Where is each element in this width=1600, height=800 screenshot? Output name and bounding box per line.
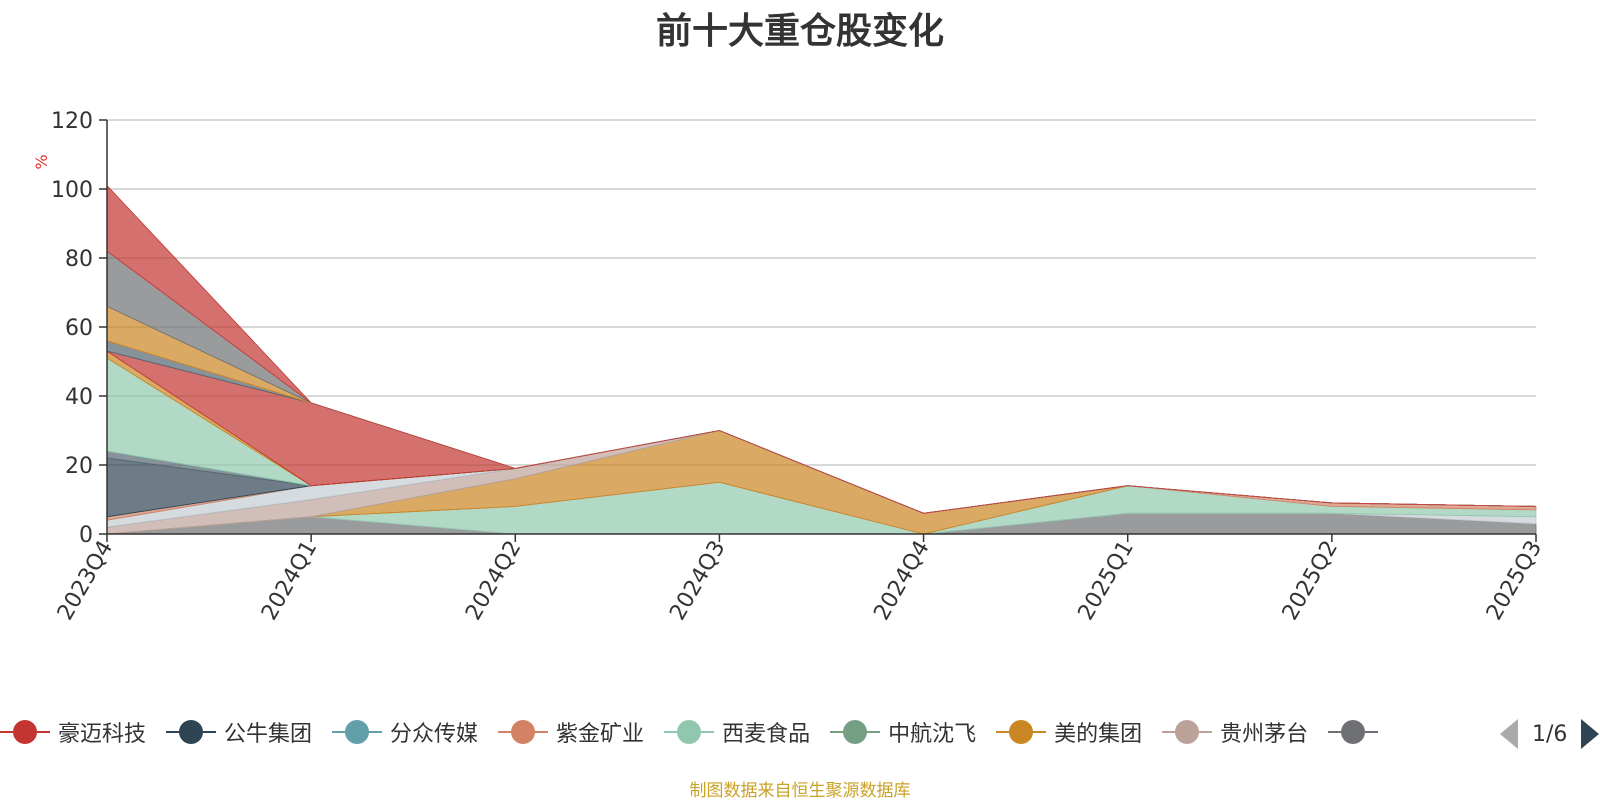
y-axis-unit-label: % [32,154,51,169]
y-tick-label: 60 [65,316,93,341]
legend-label: 中航沈飞 [888,722,977,747]
x-tick-label: 2025Q3 [1482,537,1547,625]
legend-item[interactable]: 紫金矿业 [498,712,644,752]
legend-page-indicator: 1/6 [1532,721,1568,747]
y-tick-label: 100 [51,178,93,203]
chart-canvas: 0 20 40 60 80 100 120% 2023Q4 2024Q1 2024Q2 2024Q3… [32,109,1547,625]
x-tick-label: 2024Q4 [869,537,934,625]
legend-prev-page-icon[interactable] [1500,719,1518,749]
y-tick-label: 20 [65,454,93,479]
legend-item[interactable]: 公牛集团 [166,712,312,752]
x-tick-label: 2025Q1 [1074,537,1139,625]
legend-marker-icon [0,717,50,747]
legend-item[interactable]: 分众传媒 [332,712,478,752]
legend-label: 贵州茅台 [1220,722,1309,747]
area-series-24[interactable] [106,184,1537,514]
data-source-note: 制图数据来自恒生聚源数据库 [689,781,911,800]
legend-marker-icon [830,717,881,747]
legend-marker-icon [1328,717,1379,747]
x-tick-label: 2024Q3 [665,537,730,625]
legend: 豪迈科技 公牛集团 分众传媒 紫金矿业 西麦食品 中航沈飞 美的集团 贵州茅台 [0,712,1600,752]
legend-item[interactable]: 美的集团 [996,712,1142,752]
x-tick-label: 2025Q2 [1278,537,1343,625]
legend-marker-icon [166,717,217,747]
y-tick-label: 40 [65,385,93,410]
legend-pager: 1/6 [1500,716,1600,752]
y-tick-label: 120 [51,109,93,134]
legend-item[interactable]: 豪迈科技 [0,712,146,752]
y-tick-label: 80 [65,247,93,272]
legend-marker-icon [996,717,1047,747]
legend-item[interactable]: 贵州茅台 [1162,712,1308,752]
chart-title: 前十大重仓股变化 [655,11,944,52]
legend-marker-icon [1162,717,1213,747]
legend-label: 豪迈科技 [58,722,147,747]
x-tick-label: 2024Q2 [461,537,526,625]
legend-label: 西麦食品 [722,722,811,747]
y-tick-label: 0 [79,523,93,548]
legend-item[interactable] [1328,712,1386,752]
legend-marker-icon [332,717,383,747]
legend-label: 紫金矿业 [556,722,645,747]
legend-label: 美的集团 [1054,722,1143,747]
legend-item[interactable]: 中航沈飞 [830,712,976,752]
legend-label: 分众传媒 [390,722,479,747]
legend-marker-icon [498,717,549,747]
legend-item[interactable]: 西麦食品 [664,712,810,752]
legend-next-page-icon[interactable] [1581,719,1600,749]
x-tick-label: 2023Q4 [53,537,118,625]
legend-label: 公牛集团 [224,722,313,747]
legend-marker-icon [664,717,715,747]
x-tick-label: 2024Q1 [257,537,322,625]
